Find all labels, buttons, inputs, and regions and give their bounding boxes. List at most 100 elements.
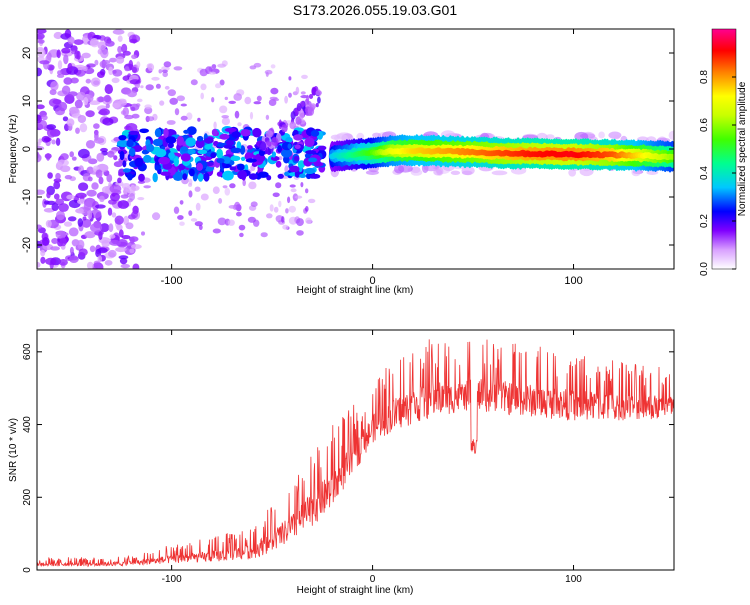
- spectrogram-cell: [173, 157, 179, 167]
- spectrogram-cell: [64, 29, 72, 39]
- spectrogram-cell: [275, 160, 282, 168]
- colorbar-tick-label: 0.8: [699, 70, 710, 84]
- spectrogram-cell: [122, 160, 127, 168]
- spectrogram-cell: [105, 103, 110, 109]
- spectrogram-cell: [95, 248, 102, 258]
- spectrogram-cell: [461, 166, 475, 176]
- spectrogram-cell: [61, 47, 71, 54]
- x-tick-label: 0: [370, 574, 376, 585]
- spectrogram-cell: [117, 100, 128, 106]
- spectrogram-cell: [55, 137, 61, 146]
- spectrogram-cell: [107, 150, 115, 158]
- spectrogram-cell: [59, 237, 67, 247]
- spectrogram-cell: [134, 83, 140, 89]
- spectrogram-cell: [223, 144, 233, 149]
- spectrogram-cell: [188, 190, 193, 198]
- spectrogram-cell: [317, 96, 321, 104]
- spectrogram-cell: [234, 110, 240, 119]
- y-tick-label: 200: [22, 489, 33, 506]
- spectrogram-cell: [196, 135, 204, 142]
- spectrogram-cell: [271, 137, 279, 146]
- spectrogram-cell: [228, 205, 237, 209]
- spectrogram-cell: [285, 136, 293, 143]
- spectrogram-cell: [271, 151, 276, 158]
- spectrogram-cell: [37, 67, 42, 77]
- spectrogram-x-ticks: -100 0 100: [161, 29, 583, 287]
- spectrogram-cell: [288, 76, 292, 81]
- spectrogram-cell: [295, 86, 300, 95]
- colorbar-label: Normalized spectral amplitude: [737, 81, 748, 216]
- spectrogram-cell: [131, 185, 140, 191]
- spectrogram-cell: [436, 167, 444, 176]
- spectrogram-cell: [266, 213, 273, 219]
- y-tick-label: -10: [21, 189, 33, 205]
- spectrogram-cell: [188, 182, 193, 187]
- spectrogram-cell: [97, 71, 105, 78]
- x-tick-label: -100: [161, 275, 183, 287]
- spectrogram-cell: [180, 153, 191, 162]
- spectrogram-cell: [158, 69, 163, 74]
- spectrogram-cell: [491, 170, 508, 176]
- spectrogram-cell: [143, 154, 152, 163]
- spectrogram-cell: [249, 111, 254, 120]
- spectrogram-cell: [199, 68, 208, 77]
- spectrogram-cell: [257, 171, 269, 178]
- spectrogram-cell: [120, 263, 130, 269]
- spectrogram-cell: [304, 137, 315, 148]
- spectrogram-cell: [110, 192, 120, 202]
- spectrogram-cell: [55, 172, 61, 180]
- spectrogram-cell: [229, 183, 236, 189]
- snr-x-ticks: -100 0 100: [162, 330, 582, 585]
- spectrogram-cell: [162, 71, 168, 78]
- spectrogram-cell: [124, 114, 134, 120]
- spectrogram-cell: [290, 188, 297, 193]
- y-tick-label: -20: [21, 237, 33, 253]
- spectrogram-cell: [48, 98, 61, 107]
- spectrogram-cell: [143, 185, 151, 189]
- spectrogram-cell: [58, 203, 69, 212]
- spectrogram-cell: [194, 186, 201, 192]
- spectrogram-cell: [247, 216, 256, 223]
- spectrogram-cell: [163, 61, 172, 68]
- spectrogram-cell: [53, 178, 62, 183]
- spectrogram-cell: [66, 194, 75, 200]
- spectrogram-cell: [104, 84, 114, 95]
- spectrogram-cell: [129, 248, 135, 254]
- y-tick-label: 10: [21, 95, 33, 107]
- spectrogram-cell: [97, 41, 107, 50]
- spectrogram-cell: [239, 145, 246, 155]
- spectrogram-cell: [129, 237, 135, 244]
- spectrogram-cell: [154, 164, 160, 171]
- spectrogram-cell: [134, 157, 144, 167]
- colorbar-tick-label: 0.0: [699, 262, 710, 276]
- spectrogram-cell: [93, 123, 100, 129]
- spectrogram-cell: [258, 149, 266, 156]
- spectrogram-cell: [88, 100, 101, 105]
- spectrogram-cell: [210, 152, 217, 159]
- spectrogram-cell: [108, 66, 114, 76]
- spectrogram-cell: [85, 78, 92, 84]
- spectrogram-cell: [195, 202, 201, 211]
- spectrogram-cell: [37, 46, 44, 52]
- spectrogram-cell: [204, 144, 213, 150]
- spectrogram-cell: [114, 215, 124, 225]
- spectrogram-cell: [305, 188, 309, 194]
- spectrogram-cell: [229, 166, 237, 171]
- spectrogram-cell: [198, 224, 203, 230]
- spectrogram-cell: [256, 95, 262, 102]
- spectrogram-cell: [53, 31, 63, 40]
- spectrogram-cell: [74, 50, 80, 59]
- spectrogram-cell: [168, 152, 175, 159]
- spectrogram-cell: [46, 153, 51, 161]
- spectrogram-cell: [308, 157, 318, 163]
- spectrogram-cell: [631, 168, 641, 177]
- spectrogram-cell: [108, 249, 117, 258]
- spectrogram-cell: [46, 191, 51, 199]
- spectrogram-cell: [313, 161, 324, 167]
- spectrogram-cell: [37, 39, 45, 44]
- spectrogram-cell: [216, 171, 223, 177]
- spectrogram-cell: [104, 260, 113, 266]
- spectrogram-cell: [43, 208, 55, 213]
- spectrogram-cell: [211, 128, 218, 137]
